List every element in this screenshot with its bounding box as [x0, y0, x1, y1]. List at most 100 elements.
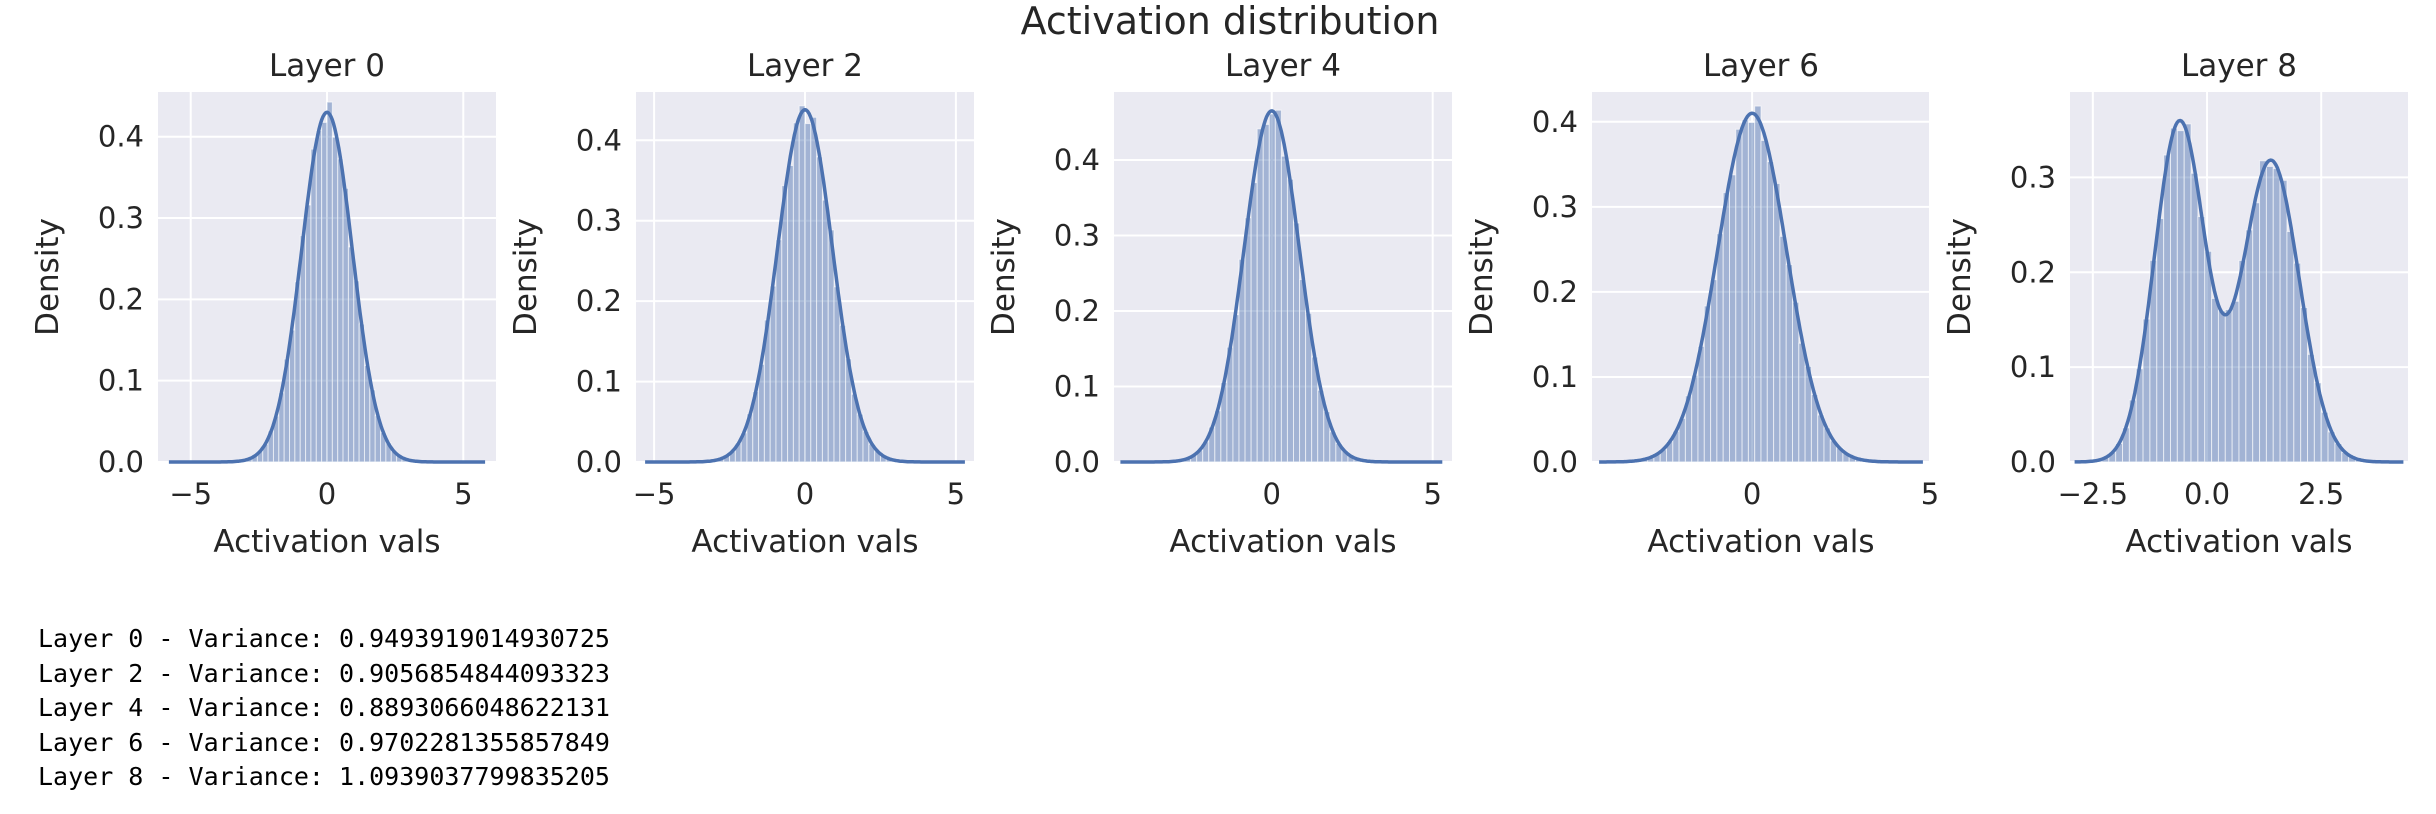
y-tick-label: 0.4 [98, 120, 144, 154]
output-line: Layer 8 - Variance: 1.0939037799835205 [38, 762, 610, 791]
histogram-bar [1773, 182, 1781, 463]
y-tick-label: 0.1 [98, 364, 144, 398]
histogram-bar [2279, 179, 2288, 463]
histogram-bar [2231, 300, 2240, 463]
histogram-bar [1280, 155, 1288, 463]
histogram-bar [310, 148, 317, 463]
x-tick-label: 0 [318, 477, 336, 511]
y-tick-label: 0.4 [1532, 105, 1578, 139]
y-tick-label: 0.0 [98, 445, 144, 479]
y-tick-label: 0.4 [1054, 143, 1100, 177]
plot-area [1114, 92, 1452, 462]
x-axis-label: Activation vals [1647, 524, 1874, 560]
kde-line [168, 110, 486, 464]
histogram-bar [2217, 310, 2226, 463]
output-line: Layer 4 - Variance: 0.8893066048622131 [38, 693, 610, 722]
histogram-bar [1299, 279, 1307, 463]
histogram-bar [1286, 178, 1294, 463]
histogram-bar [1766, 161, 1775, 463]
output-line: Layer 0 - Variance: 0.9493919014930725 [38, 624, 610, 653]
y-tick-label: 0.1 [2010, 350, 2056, 384]
histogram-bar [1274, 109, 1282, 463]
histogram-bar [792, 122, 800, 463]
histogram-bar [331, 136, 339, 463]
y-tick-label: 0.0 [1054, 445, 1100, 479]
x-tick-label: 5 [1423, 477, 1441, 511]
x-tick-label: 0 [1263, 477, 1281, 511]
y-tick-label: 0.3 [576, 204, 622, 238]
histogram-bar [833, 286, 841, 463]
kde-line [2074, 118, 2404, 464]
panel-layer-2: 0.0 0.1 0.2 0.3 0.4 −5 0 5 Layer 2 Activation val… [508, 48, 974, 560]
histogram-bar [2176, 130, 2185, 463]
histogram-bar [1754, 105, 1762, 463]
histogram-bar [2293, 262, 2302, 463]
histogram-bar [1722, 192, 1730, 463]
histogram-bar [347, 246, 355, 463]
x-tick-label: −5 [169, 477, 212, 511]
histogram-bar [781, 185, 789, 463]
histogram-bar [342, 187, 349, 463]
x-tick-label: 0.0 [2184, 477, 2230, 511]
y-tick-label: 0.0 [1532, 445, 1578, 479]
histogram-bar [2238, 260, 2247, 463]
histogram-bar [1292, 222, 1301, 463]
y-tick-label: 0.1 [1532, 360, 1578, 394]
kde-line [644, 107, 966, 464]
panel-title: Layer 6 [1703, 48, 1819, 84]
histogram-bar [2252, 202, 2261, 463]
histogram-bar [769, 285, 777, 463]
histogram-bar [326, 101, 333, 463]
activation-distribution-figure: Activation distribution 0.0 0.1 0.2 0.3 0.4 −… [30, 0, 2408, 560]
kde-line [1598, 111, 1924, 464]
histogram-bar [1250, 182, 1258, 463]
histogram-bar [2259, 160, 2267, 463]
x-axis-label: Activation vals [213, 524, 440, 560]
panel-title: Layer 0 [269, 48, 385, 84]
y-axis-label: Density [986, 218, 1022, 336]
histogram-bar [305, 204, 312, 463]
histogram-bar [1741, 119, 1749, 463]
panel-layer-0: 0.0 0.1 0.2 0.3 0.4 −5 0 5 Layer 0 Activation val… [30, 48, 496, 560]
histogram-bar [775, 239, 783, 463]
y-tick-label: 0.2 [98, 282, 144, 316]
histogram-bar [1244, 217, 1252, 463]
y-axis-label: Density [1464, 218, 1500, 336]
panel-title: Layer 2 [747, 48, 863, 84]
histogram-bar [2183, 123, 2192, 463]
histogram-bar [821, 199, 829, 463]
y-tick-label: 0.3 [98, 201, 144, 235]
variance-output: Layer 0 - Variance: 0.9493919014930725 L… [38, 622, 610, 795]
histogram-bar [2204, 250, 2213, 463]
histogram-bar [1256, 128, 1264, 463]
histogram-bar [2272, 168, 2281, 463]
y-tick-label: 0.3 [1532, 190, 1578, 224]
histogram-bar [1262, 123, 1270, 463]
x-tick-label: 5 [1921, 477, 1939, 511]
y-tick-label: 0.4 [576, 123, 622, 157]
output-line: Layer 2 - Variance: 0.9056854844093323 [38, 658, 610, 688]
histogram-bar [1779, 235, 1787, 463]
y-axis-label: Density [508, 218, 544, 336]
x-tick-label: −5 [633, 477, 676, 511]
y-tick-label: 0.2 [1532, 275, 1578, 309]
x-axis-label: Activation vals [2125, 524, 2352, 560]
histogram-bar [1232, 314, 1240, 463]
histogram-bar [1268, 113, 1276, 463]
histogram-bar [1710, 279, 1718, 463]
y-axis-label: Density [30, 218, 66, 336]
y-tick-label: 0.0 [2010, 445, 2056, 479]
x-tick-label: 0 [1743, 477, 1761, 511]
histogram-bar [798, 105, 806, 463]
histogram-bar [1785, 264, 1794, 463]
histogram-bar [299, 235, 307, 463]
x-axis-label: Activation vals [1169, 524, 1396, 560]
x-tick-label: 2.5 [2298, 477, 2344, 511]
x-tick-label: 5 [947, 477, 965, 511]
y-tick-label: 0.0 [576, 445, 622, 479]
y-tick-label: 0.3 [2010, 160, 2056, 194]
y-tick-label: 0.2 [2010, 255, 2056, 289]
histogram-bar [1735, 128, 1743, 463]
histogram-bar [804, 123, 812, 463]
